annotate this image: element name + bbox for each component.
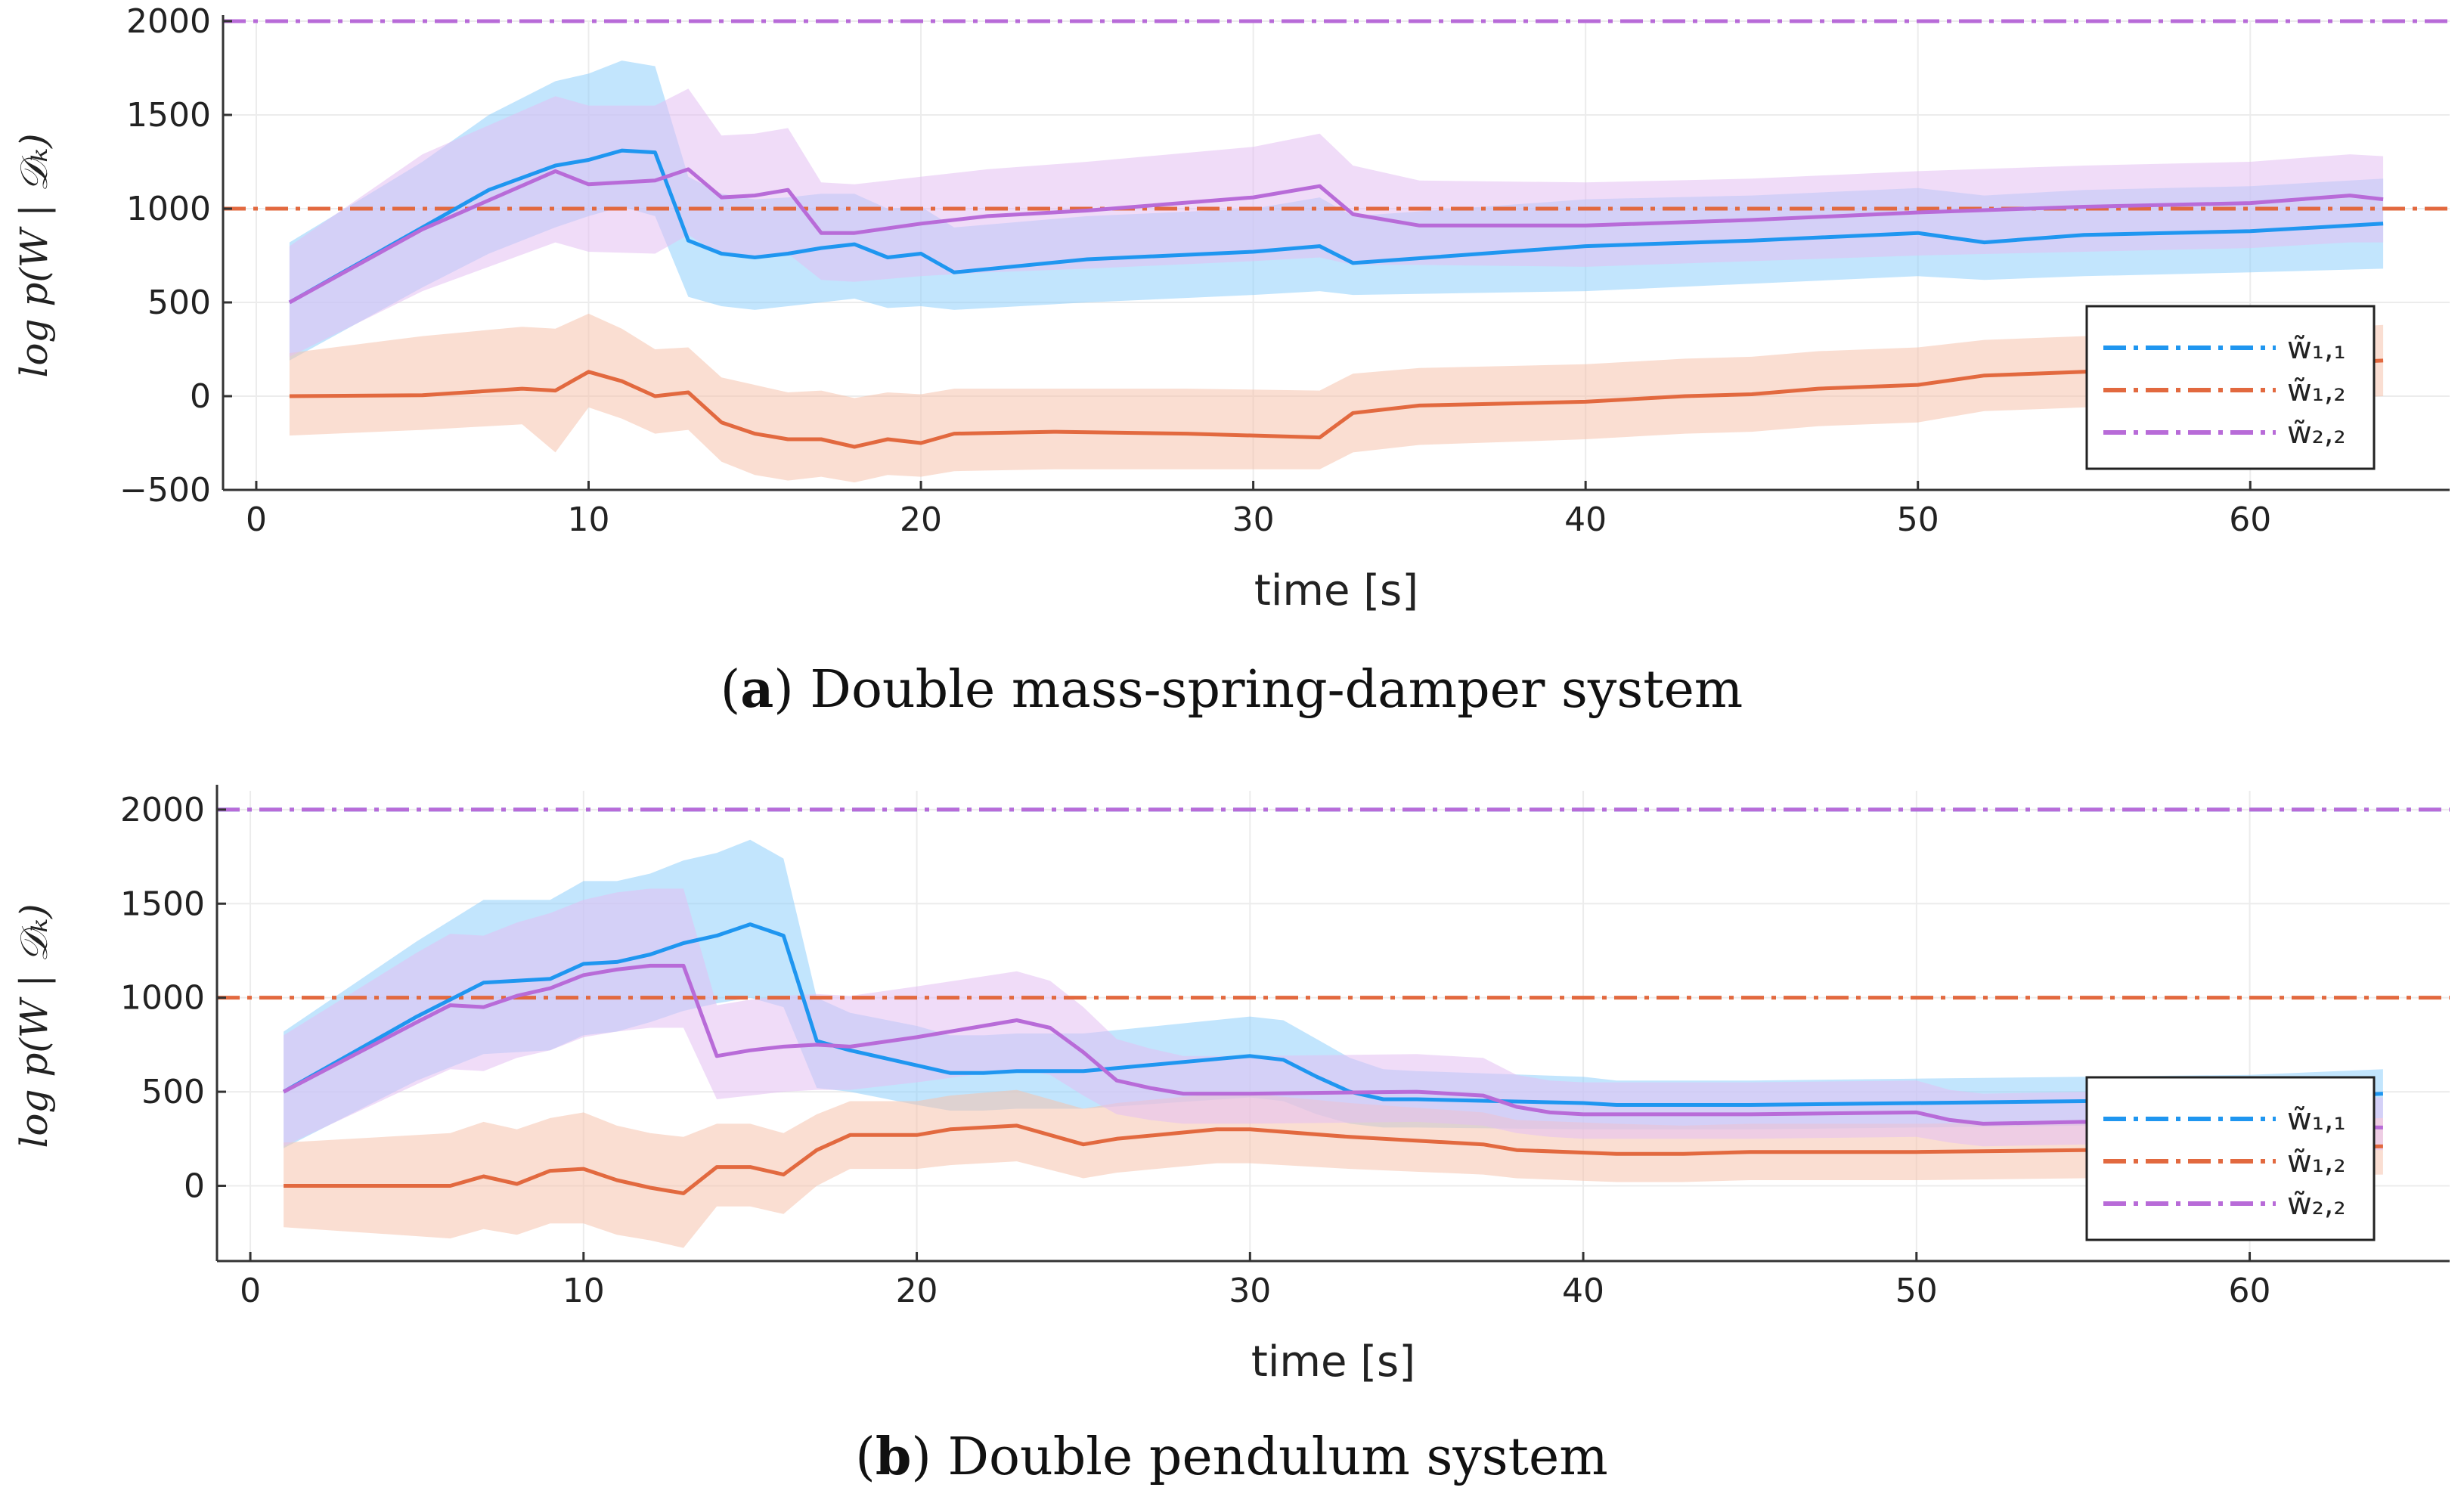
legend-label-w12: w̃₁,₂ xyxy=(2287,373,2346,408)
legend-label-w22: w̃₂,₂ xyxy=(2287,416,2346,451)
series-lines xyxy=(282,922,2384,1195)
y-tick-label: 1000 xyxy=(120,979,205,1018)
panel-a: 0 10 20 30 40 50 60 −500 0 500 1000 1500 2000 time [s… xyxy=(12,2,2450,720)
confidence-bands xyxy=(284,839,2383,1248)
confidence-bands xyxy=(289,60,2384,483)
y-tick-label: 500 xyxy=(141,1073,205,1111)
legend-label-w12: w̃₁,₂ xyxy=(2287,1145,2346,1179)
x-tick-label: 10 xyxy=(563,1272,605,1310)
y-tick-label: 1500 xyxy=(126,96,211,135)
y-tick-label: 2000 xyxy=(126,2,211,41)
x-tick-label: 40 xyxy=(1564,500,1607,539)
y-tick-label: 500 xyxy=(147,284,211,322)
band-w22 xyxy=(289,88,2384,357)
x-tick-label: 50 xyxy=(1895,1272,1938,1310)
legend-box xyxy=(2085,1076,2376,1241)
y-tick-label: 1500 xyxy=(120,885,205,923)
x-tick-label: 10 xyxy=(568,500,610,539)
series-lines xyxy=(288,148,2384,449)
legend-label-w11: w̃₁,₁ xyxy=(2287,1102,2346,1137)
x-tick-label: 30 xyxy=(1232,500,1275,539)
x-tick-label: 50 xyxy=(1897,500,1939,539)
x-tick-label: 30 xyxy=(1229,1272,1271,1310)
y-tick-label: 1000 xyxy=(126,190,211,228)
axes: 0 10 20 30 40 50 60 0 500 1000 1500 2000 xyxy=(120,785,2450,1310)
series-line-w12 xyxy=(289,358,2384,449)
x-tick-label: 40 xyxy=(1562,1272,1604,1310)
x-axis-label: time [s] xyxy=(1251,1337,1415,1387)
y-tick-label: 2000 xyxy=(120,791,205,829)
y-axis-label: log p(W | 𝒟ₖ) xyxy=(12,903,56,1148)
series-line-w11 xyxy=(288,148,2384,305)
axes: 0 10 20 30 40 50 60 −500 0 500 1000 1500 2000 xyxy=(119,2,2450,539)
x-tick-label: 20 xyxy=(896,1272,938,1310)
band-w12 xyxy=(289,313,2384,483)
y-axis-label: log p(W | 𝒟ₖ) xyxy=(12,133,56,377)
reference-lines xyxy=(223,19,2450,211)
x-tick-label: 60 xyxy=(2229,1272,2271,1310)
y-tick-label: −500 xyxy=(119,471,211,510)
series-line-w11 xyxy=(282,922,2384,1107)
x-axis-label: time [s] xyxy=(1254,566,1418,615)
series-line-w22 xyxy=(282,963,2383,1130)
legend: w̃₁,₁ w̃₁,₂ w̃₂,₂ xyxy=(2085,1076,2376,1241)
x-tick-label: 20 xyxy=(900,500,942,539)
x-tick-label: 60 xyxy=(2229,500,2271,539)
legend-label-w11: w̃₁,₁ xyxy=(2287,331,2346,366)
band-w22 xyxy=(284,888,2383,1151)
y-tick-label: 0 xyxy=(190,377,211,416)
legend-label-w22: w̃₂,₂ xyxy=(2287,1187,2346,1222)
figure-caption: (a) Double mass-spring-damper system xyxy=(721,659,1743,720)
x-tick-label: 0 xyxy=(246,500,267,539)
series-line-w22 xyxy=(288,167,2384,305)
legend-box xyxy=(2085,305,2376,470)
legend: w̃₁,₁ w̃₁,₂ w̃₂,₂ xyxy=(2085,305,2376,470)
reference-lines xyxy=(217,807,2450,1000)
y-tick-label: 0 xyxy=(184,1167,205,1205)
x-tick-label: 0 xyxy=(240,1272,261,1310)
figure-caption: (b) Double pendulum system xyxy=(855,1427,1607,1487)
series-line-w12 xyxy=(284,1123,2383,1195)
panel-b: 0 10 20 30 40 50 60 0 500 1000 1500 2000 time [s] log… xyxy=(12,785,2450,1487)
